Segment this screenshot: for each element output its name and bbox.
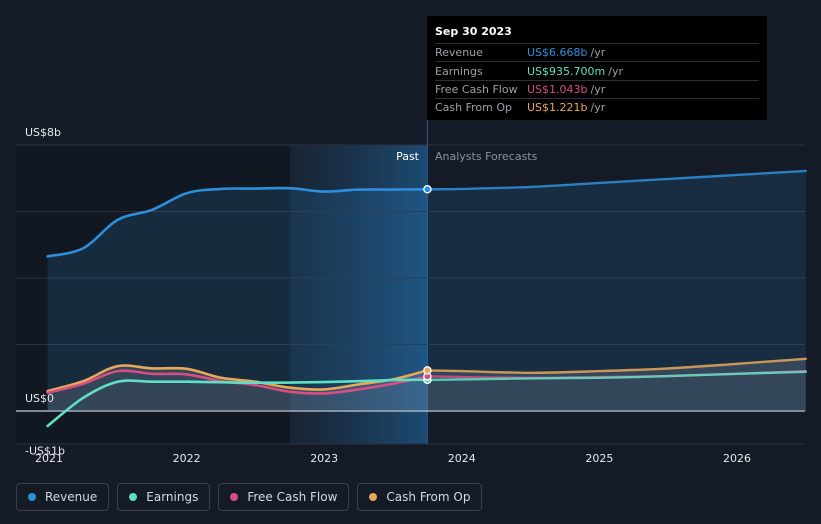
revenue-marker: [423, 185, 432, 194]
tooltip: Sep 30 2023 Revenue US$6.668b /yr Earnin…: [427, 16, 767, 120]
tooltip-unit: /yr: [590, 46, 606, 60]
x-tick-label: 2025: [585, 452, 613, 465]
legend-label: Free Cash Flow: [247, 490, 338, 504]
earnings-dot-icon: [129, 493, 138, 501]
tooltip-row-free-cash-flow: Free Cash Flow US$1.043b /yr: [435, 79, 759, 98]
cash-area: [47, 358, 806, 411]
legend-label: Earnings: [146, 490, 199, 504]
legend-item-free-cash-flow[interactable]: Free Cash Flow: [218, 483, 350, 511]
x-tick-label: 2021: [35, 452, 63, 465]
x-tick-label: 2023: [310, 452, 338, 465]
legend: Revenue Earnings Free Cash Flow Cash Fro…: [16, 483, 483, 511]
tooltip-label: Cash From Op: [435, 101, 513, 115]
past-label: Past: [396, 150, 420, 163]
revenue-line: [46, 186, 429, 258]
cash-from-op-line: [46, 364, 429, 393]
revenue-forecast-line: [426, 169, 807, 191]
legend-item-cash-from-op[interactable]: Cash From Op: [357, 483, 483, 511]
tooltip-value: US$935.700m: [527, 64, 606, 78]
cash-from-op-forecast-line: [426, 357, 807, 375]
revenue-area: [47, 170, 806, 411]
revenue-dot-icon: [28, 493, 36, 501]
x-tick-label: 2026: [723, 452, 751, 465]
legend-label: Cash From Op: [386, 490, 471, 504]
legend-item-earnings[interactable]: Earnings: [117, 483, 211, 511]
tooltip-unit: /yr: [608, 64, 623, 78]
x-tick-label: 2022: [173, 452, 201, 465]
earnings-forecast-line: [426, 370, 807, 382]
forecast-label: Analysts Forecasts: [435, 150, 538, 163]
tooltip-label: Free Cash Flow: [435, 82, 518, 96]
cash-from-op-marker: [423, 366, 432, 375]
tooltip-unit: /yr: [590, 101, 606, 115]
tooltip-date: Sep 30 2023: [435, 25, 512, 38]
tooltip-label: Earnings: [435, 64, 483, 78]
tooltip-value: US$1.221b: [527, 101, 588, 115]
tooltip-row-cash-from-op: Cash From Op US$1.221b /yr: [435, 98, 759, 116]
y-tick-label: US$8b: [25, 126, 61, 139]
cash-from-op-dot-icon: [369, 493, 378, 501]
tooltip-value: US$6.668b: [527, 46, 588, 60]
earnings-line: [46, 378, 429, 428]
tooltip-label: Revenue: [435, 46, 483, 60]
y-tick-label: -US$1b: [25, 444, 65, 457]
legend-item-revenue[interactable]: Revenue: [16, 483, 110, 511]
legend-label: Revenue: [45, 490, 98, 504]
tooltip-row-revenue: Revenue US$6.668b /yr: [435, 43, 759, 61]
tooltip-unit: /yr: [590, 82, 606, 96]
y-tick-label: US$0: [25, 392, 54, 405]
past-background: [16, 145, 290, 444]
tooltip-row-earnings: Earnings US$935.700m /yr: [435, 61, 759, 79]
free-cash-flow-dot-icon: [230, 493, 239, 501]
x-tick-label: 2024: [448, 452, 476, 465]
tooltip-value: US$1.043b: [527, 82, 588, 96]
